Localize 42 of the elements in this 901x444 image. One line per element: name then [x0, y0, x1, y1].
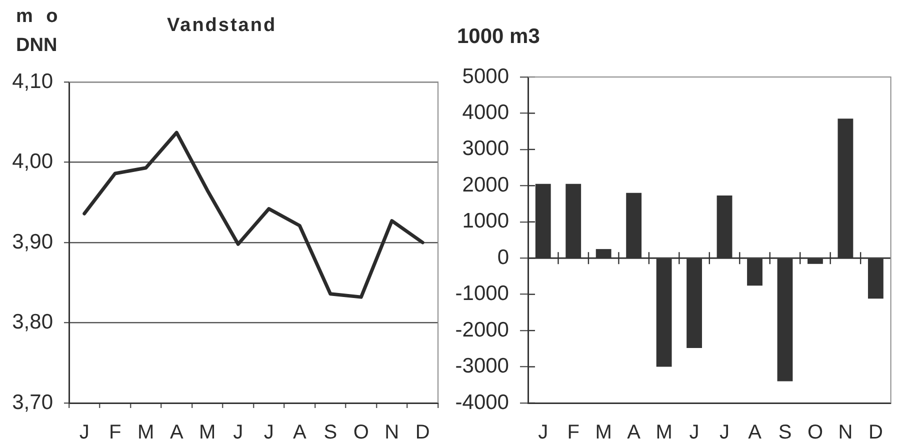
x-tick-label: D	[415, 422, 430, 444]
x-tick-label: J	[538, 422, 548, 444]
y-tick-label: 3,70	[12, 390, 53, 414]
y-tick-label: 4,00	[12, 150, 53, 174]
y-tick-label: 5000	[462, 64, 509, 88]
x-tick-label: M	[138, 422, 154, 444]
y-tick-label: 2000	[462, 173, 509, 196]
x-tick-label: S	[324, 422, 338, 444]
x-tick-label: M	[199, 422, 216, 444]
chart-title: Vandstand	[167, 15, 277, 37]
y-tick-label: -3000	[455, 354, 509, 378]
x-tick-label: J	[264, 422, 274, 444]
y-tick-label: 3,80	[12, 310, 53, 334]
y-tick-label: -1000	[455, 282, 509, 306]
x-tick-label: M	[595, 422, 612, 444]
y-tick-label: 4,10	[12, 70, 53, 93]
x-tick-label: A	[292, 422, 307, 444]
x-tick-label: J	[689, 422, 700, 444]
x-tick-label: F	[567, 422, 580, 444]
x-tick-label: A	[748, 422, 762, 444]
x-tick-label: F	[109, 422, 122, 444]
y-tick-label: 1000	[462, 210, 509, 233]
x-tick-label: N	[384, 422, 400, 444]
y-tick-label: 3,90	[12, 230, 53, 254]
y-axis-title: 1000 m3	[457, 25, 541, 49]
y-axis-title: m o DNN	[16, 5, 59, 58]
x-tick-label: J	[79, 422, 90, 444]
y-tick-label: 4000	[462, 101, 509, 124]
y-tick-label: 0	[497, 246, 509, 269]
x-tick-label: J	[720, 422, 730, 444]
y-tick-label: -4000	[455, 390, 509, 414]
x-tick-label: J	[233, 422, 244, 444]
x-tick-label: D	[868, 422, 883, 444]
x-tick-label: A	[170, 422, 184, 444]
x-tick-label: M	[656, 422, 672, 444]
y-tick-label: 3000	[462, 137, 509, 160]
x-tick-label: N	[838, 422, 853, 444]
x-tick-label: S	[778, 422, 792, 444]
x-tick-label: O	[807, 422, 824, 444]
y-tick-label: -2000	[455, 318, 509, 342]
x-tick-label: O	[353, 422, 369, 444]
x-tick-label: A	[627, 422, 642, 444]
